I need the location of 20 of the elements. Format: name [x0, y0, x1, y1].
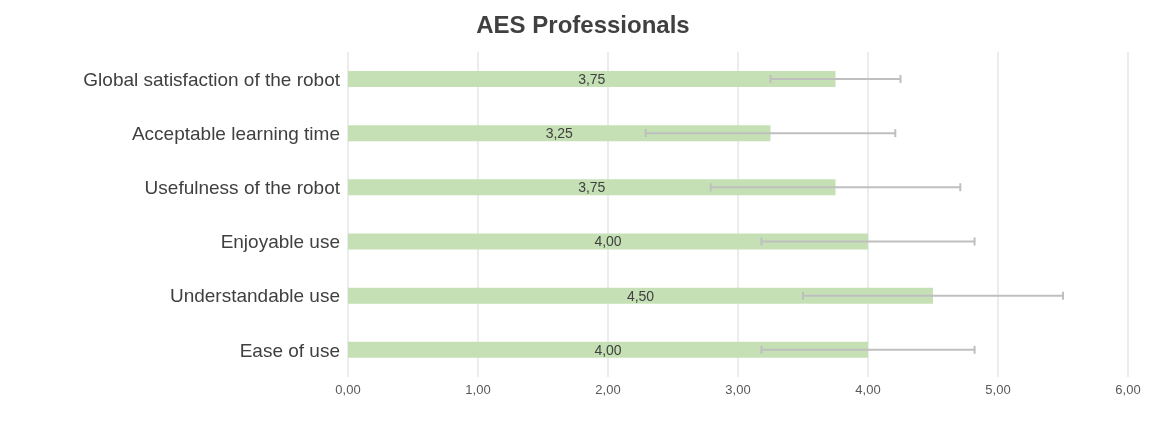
- x-tick-label: 4,00: [855, 382, 881, 398]
- x-tick-label: 2,00: [595, 382, 621, 398]
- x-tick-label: 6,00: [1115, 382, 1141, 398]
- y-tick-label: Global satisfaction of the robot: [83, 68, 341, 90]
- chart-title: AES Professionals: [475, 10, 691, 40]
- data-label: 3,75: [578, 179, 606, 196]
- data-label: 4,50: [626, 287, 655, 304]
- y-tick-label: Usefulness of the robot: [144, 177, 341, 199]
- data-label: 3,75: [578, 70, 606, 87]
- data-label: 3,25: [545, 125, 574, 142]
- x-tick-label: 0,00: [335, 382, 361, 398]
- y-tick-label: Acceptable learning time: [131, 123, 340, 144]
- x-tick-label: 1,00: [465, 382, 491, 398]
- x-tick-label: 5,00: [985, 382, 1011, 398]
- y-tick-label: Enjoyable use: [220, 231, 340, 253]
- data-label: 4,00: [594, 233, 622, 250]
- y-tick-label: Ease of use: [239, 339, 340, 361]
- y-tick-label: Understandable use: [169, 285, 340, 307]
- data-label: 4,00: [594, 341, 622, 358]
- x-tick-label: 3,00: [725, 382, 751, 398]
